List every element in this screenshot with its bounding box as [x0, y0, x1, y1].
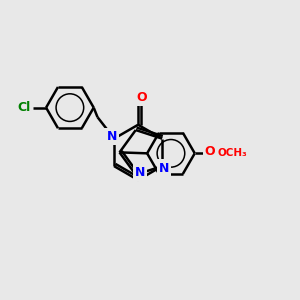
Text: OCH₃: OCH₃	[218, 148, 248, 158]
Text: N: N	[159, 162, 169, 175]
Text: O: O	[205, 146, 215, 158]
Text: Cl: Cl	[18, 101, 31, 114]
Text: N: N	[106, 130, 117, 143]
Text: O: O	[136, 91, 147, 103]
Text: N: N	[135, 166, 145, 179]
